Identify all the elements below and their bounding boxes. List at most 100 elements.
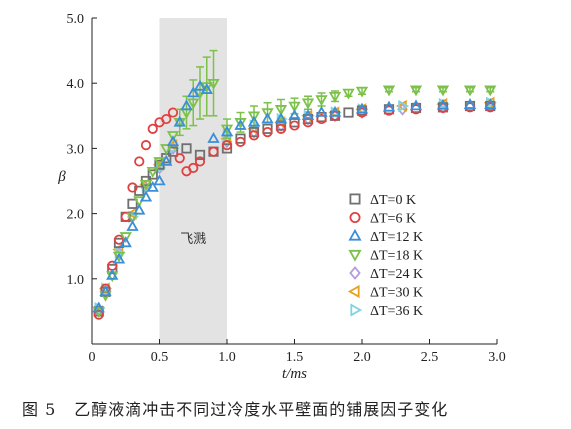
- legend-item: ΔT=30 K: [347, 284, 423, 301]
- legend-item: ΔT=6 K: [349, 211, 416, 227]
- data-point: [134, 156, 145, 167]
- x-axis-title: t/ms: [282, 366, 307, 382]
- legend-marker: [350, 303, 363, 317]
- data-point: [235, 136, 246, 147]
- data-point: [140, 140, 152, 151]
- legend-marker: [348, 249, 362, 262]
- data-point: [355, 86, 369, 98]
- data-point: [139, 179, 153, 191]
- x-tick-label: 0: [89, 350, 96, 365]
- data-point: [328, 105, 342, 117]
- data-point: [436, 98, 450, 110]
- legend-marker: [349, 211, 361, 223]
- data-point: [235, 133, 246, 144]
- y-tick-label: 5.0: [67, 12, 85, 27]
- data-point: [484, 85, 497, 97]
- y-tick-label: 2.0: [67, 208, 85, 223]
- data-point: [274, 112, 288, 124]
- data-point: [207, 131, 220, 143]
- data-point: [289, 117, 300, 128]
- data-point: [161, 113, 172, 125]
- data-point: [93, 309, 104, 320]
- y-tick-label: 3.0: [67, 142, 85, 157]
- y-tick-label: 1.0: [67, 273, 85, 288]
- data-point: [261, 112, 274, 124]
- data-point: [153, 157, 166, 169]
- data-point: [147, 169, 158, 180]
- data-point: [302, 117, 314, 128]
- data-point: [274, 105, 288, 116]
- series-layer: [92, 49, 497, 320]
- data-point: [119, 236, 132, 248]
- data-point: [463, 98, 477, 109]
- data-point: [288, 101, 301, 113]
- data-point: [248, 127, 260, 138]
- data-point: [188, 162, 199, 174]
- data-point: [200, 83, 213, 94]
- series-3: [92, 49, 497, 319]
- legend-marker: [349, 266, 361, 280]
- legend-marker: [348, 228, 362, 241]
- data-point: [484, 98, 497, 109]
- data-point: [247, 111, 261, 123]
- y-tick-label: 4.0: [67, 77, 85, 92]
- data-point: [146, 166, 159, 178]
- data-point: [100, 283, 111, 294]
- legend-item: ΔT=12 K: [348, 228, 423, 245]
- data-point: [174, 153, 185, 164]
- data-point: [147, 123, 158, 134]
- data-point: [107, 263, 118, 275]
- data-point: [247, 115, 261, 127]
- legend-label: ΔT=6 K: [370, 212, 416, 227]
- data-point: [262, 127, 273, 138]
- y-axis-title: β: [57, 169, 66, 185]
- data-point: [181, 143, 192, 154]
- legend-marker: [347, 284, 360, 299]
- data-point: [173, 115, 186, 127]
- data-point: [355, 102, 369, 114]
- data-point: [275, 123, 287, 134]
- data-point: [301, 98, 315, 110]
- data-point: [153, 174, 166, 186]
- data-point: [289, 120, 300, 131]
- data-point: [126, 212, 139, 224]
- data-point: [436, 85, 450, 97]
- data-point: [382, 85, 396, 97]
- data-point: [316, 113, 327, 125]
- data-point: [127, 198, 138, 209]
- legend-item: ΔT=24 K: [349, 266, 423, 282]
- y-axis-ticks: 1.0 2.0 3.0 4.0 5.0: [67, 12, 97, 288]
- data-point: [187, 86, 200, 98]
- data-point: [221, 143, 233, 154]
- data-point: [133, 203, 146, 215]
- data-point: [220, 125, 234, 137]
- data-point: [463, 85, 477, 97]
- legend-marker: [349, 193, 361, 205]
- data-point: [207, 78, 220, 90]
- data-point: [167, 107, 179, 118]
- x-tick-label: 0.5: [151, 350, 169, 365]
- data-point: [194, 156, 206, 167]
- legend-label: ΔT=12 K: [370, 230, 423, 245]
- data-point: [398, 99, 410, 113]
- legend-label: ΔT=0 K: [370, 193, 416, 208]
- data-point: [328, 91, 342, 103]
- x-tick-label: 1.0: [218, 350, 236, 365]
- series-5: [92, 96, 495, 318]
- data-point: [146, 180, 159, 192]
- figure-number: 图 5: [22, 400, 57, 419]
- data-point: [126, 219, 139, 231]
- data-point: [193, 79, 207, 91]
- data-point: [99, 285, 112, 297]
- x-axis-ticks: 0 0.5 1.0 1.5 2.0 2.5 3.0: [89, 339, 506, 365]
- series-1: [93, 102, 496, 320]
- data-point: [166, 131, 180, 143]
- data-point: [342, 88, 355, 100]
- data-point: [261, 108, 274, 120]
- splash-region: [159, 18, 227, 344]
- data-point: [160, 144, 173, 156]
- splash-region-label: 飞溅: [180, 232, 206, 247]
- data-point: [409, 99, 423, 111]
- data-point: [160, 154, 173, 166]
- legend-item: ΔT=36 K: [350, 303, 423, 319]
